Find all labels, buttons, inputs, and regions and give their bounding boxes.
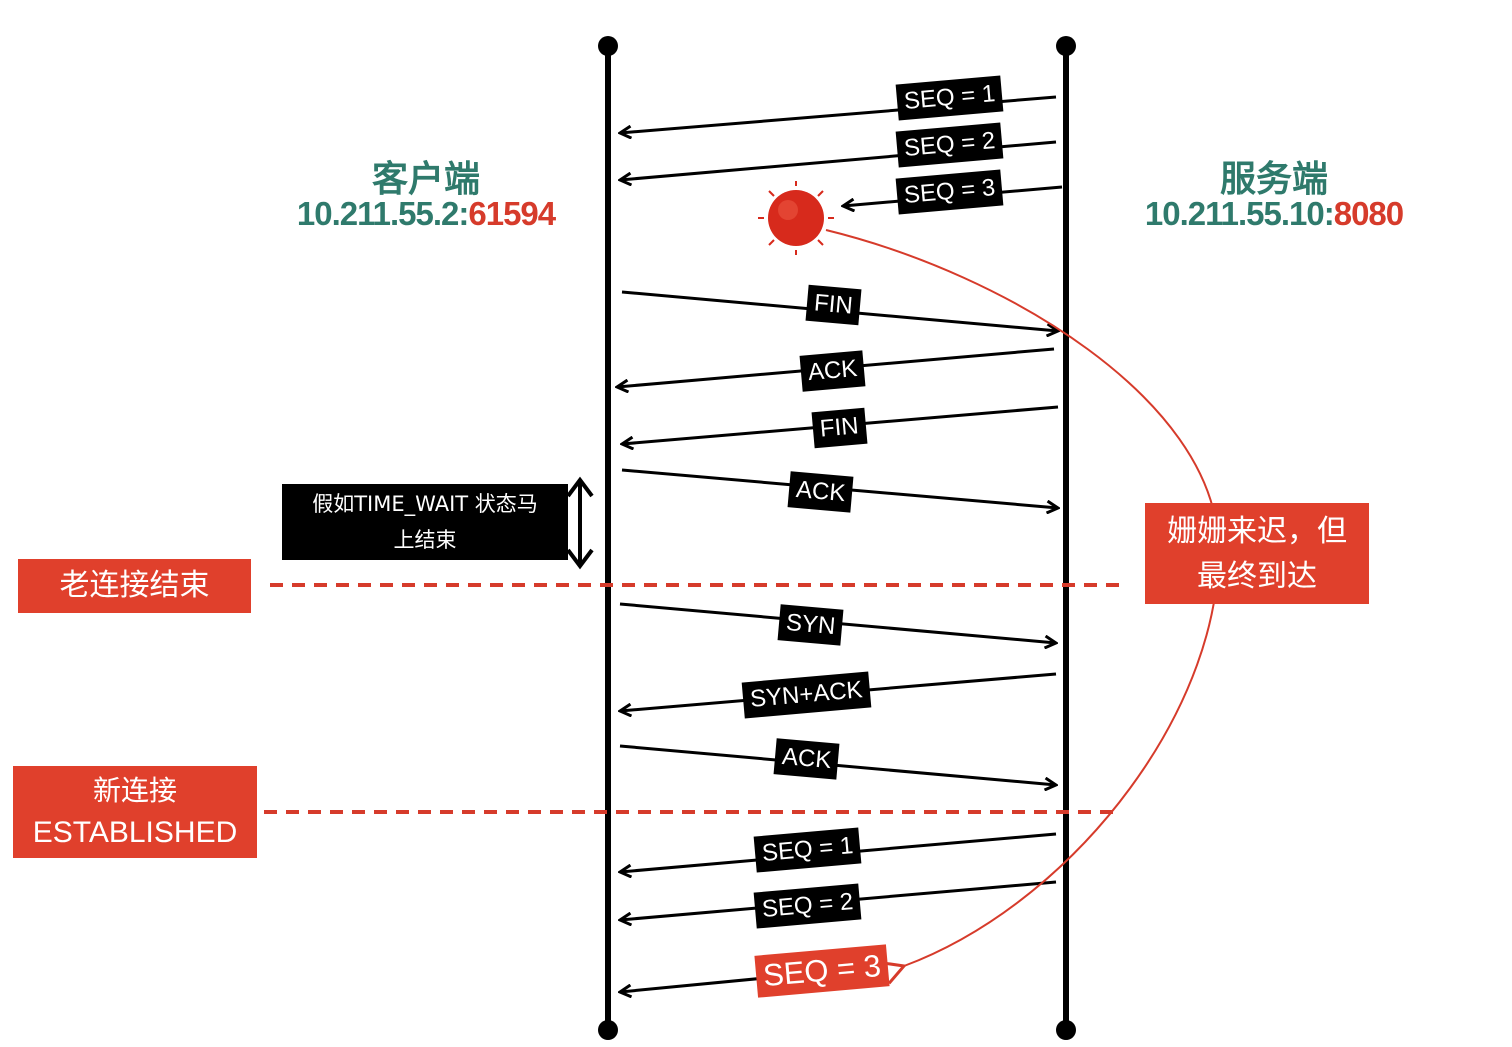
client-address: 10.211.55.2:61594 <box>246 195 606 233</box>
packet-label-ack1: ACK <box>799 350 866 392</box>
packet-label-ack3: ACK <box>773 738 840 780</box>
arrow-seq3-new <box>620 976 766 992</box>
server-address: 10.211.55.10:8080 <box>1094 195 1454 233</box>
client-label: 客户端 <box>371 159 480 200</box>
server-timeline-top <box>1056 36 1076 56</box>
lost-packet-icon <box>758 181 834 255</box>
time-wait-duration-icon <box>566 476 594 570</box>
new-connection-tag: 新连接 ESTABLISHED <box>13 766 257 858</box>
packet-label-fin2: FIN <box>811 407 868 449</box>
packet-label-syn: SYN <box>777 604 844 646</box>
time-wait-note-line2: 上结束 <box>393 528 457 552</box>
server-port: 8080 <box>1333 195 1404 232</box>
time-wait-note-line1: 假如TIME_WAIT 状态马 <box>312 492 538 516</box>
packet-label-ack2: ACK <box>787 471 854 513</box>
client-port: 61594 <box>468 195 556 232</box>
client-ip: 10.211.55.2: <box>296 195 469 232</box>
new-connection-tag-line2: ESTABLISHED <box>32 816 238 849</box>
arrow-ack3 <box>619 744 1056 785</box>
time-wait-note: 假如TIME_WAIT 状态马 上结束 <box>282 484 568 560</box>
late-arrival-tag-line1: 姗姗来迟，但 <box>1167 514 1347 549</box>
packet-label-fin1: FIN <box>805 284 862 326</box>
client-timeline-bottom <box>598 1020 618 1040</box>
server-timeline-bottom <box>1056 1020 1076 1040</box>
late-arrival-tag: 姗姗来迟，但 最终到达 <box>1145 503 1369 604</box>
server-label: 服务端 <box>1219 159 1328 200</box>
client-timeline-top <box>598 36 618 56</box>
old-connection-end-tag: 老连接结束 <box>18 559 251 613</box>
late-arrival-tag-line2: 最终到达 <box>1197 559 1317 594</box>
server-ip: 10.211.55.10: <box>1144 195 1335 232</box>
new-connection-tag-line1: 新连接 <box>92 774 177 807</box>
